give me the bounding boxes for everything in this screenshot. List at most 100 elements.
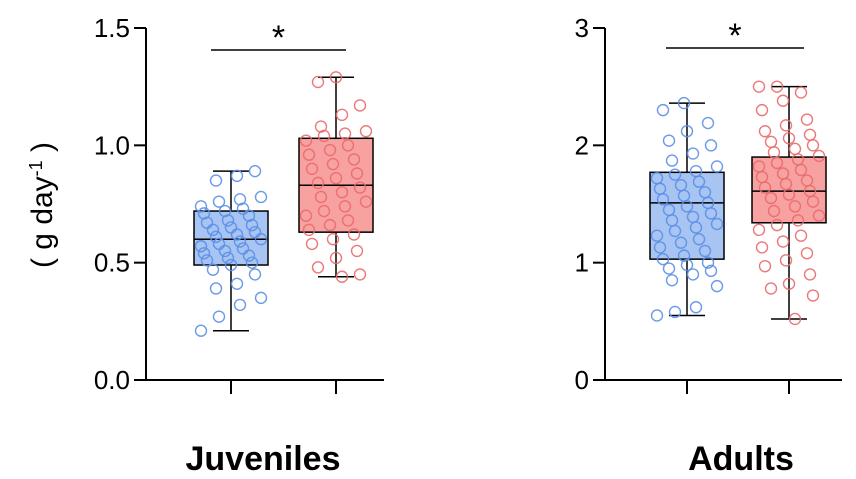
data-point (230, 277, 244, 290)
data-point (701, 116, 715, 130)
data-point (794, 229, 808, 242)
data-point (710, 217, 724, 231)
data-point (803, 268, 817, 281)
significance-star: * (272, 19, 285, 57)
significance-star: * (728, 17, 741, 55)
data-point (668, 168, 682, 181)
data-point (233, 193, 247, 206)
y-axis-title-prefix: ( g day (26, 176, 59, 268)
data-point (800, 174, 814, 187)
data-point (689, 301, 703, 314)
data-point (194, 324, 208, 337)
data-point (662, 203, 676, 217)
data-point (197, 247, 211, 260)
data-point (212, 310, 226, 323)
data-point (788, 200, 802, 213)
data-point (767, 204, 781, 218)
data-point (194, 240, 208, 253)
data-point (206, 263, 220, 276)
data-point (218, 204, 232, 218)
data-point (212, 195, 226, 208)
data-point (254, 291, 268, 305)
data-point (758, 125, 772, 138)
data-point (701, 256, 715, 269)
data-point (653, 241, 667, 254)
data-point (650, 309, 664, 322)
y-tick-label: 0.0 (94, 365, 130, 395)
data-point (329, 171, 343, 185)
data-point (776, 167, 790, 180)
data-point (764, 282, 778, 295)
data-point (347, 153, 361, 166)
data-point (359, 195, 373, 208)
data-point (782, 132, 796, 145)
data-point (353, 181, 367, 194)
data-point (812, 209, 826, 222)
data-point (305, 162, 319, 176)
data-point (326, 232, 340, 246)
adults-panel: 0 1 2 3 * Adults (575, 13, 842, 478)
data-point (224, 258, 238, 272)
data-point (221, 251, 235, 265)
data-point (677, 96, 691, 110)
data-point (254, 190, 268, 204)
data-point (329, 71, 343, 84)
data-point (758, 259, 772, 273)
data-point (674, 179, 688, 192)
data-point (311, 176, 325, 190)
y-axis-title-suffix: ) (26, 142, 59, 160)
data-point (752, 223, 766, 237)
y-axis-title-superscript: -1 (26, 160, 46, 176)
data-point (338, 200, 352, 213)
data-point (209, 230, 223, 244)
data-point (305, 237, 319, 251)
data-point (317, 204, 331, 218)
data-point (311, 261, 325, 274)
data-point (791, 214, 805, 227)
data-point (698, 186, 712, 199)
data-point (302, 223, 316, 237)
data-point (710, 160, 724, 173)
y-tick-label: 0.5 (94, 248, 130, 278)
data-point (770, 218, 784, 232)
data-point (764, 191, 778, 205)
data-point (812, 149, 826, 163)
data-point (755, 103, 769, 117)
data-point (665, 154, 679, 167)
data-point (353, 268, 367, 281)
data-point (677, 249, 691, 262)
data-point (656, 252, 670, 266)
data-point (782, 277, 796, 290)
data-point (194, 200, 208, 213)
data-point (236, 242, 250, 255)
data-point (650, 171, 664, 185)
data-point (692, 232, 706, 246)
data-point (779, 119, 793, 132)
data-point (752, 80, 766, 93)
y-tick-label: 3 (575, 13, 589, 43)
data-point (233, 235, 247, 248)
data-point (197, 207, 211, 220)
y-tick-label: 1 (575, 248, 589, 278)
data-point (776, 235, 790, 248)
y-tick-label: 1.0 (94, 130, 130, 160)
data-point (200, 254, 214, 267)
data-point (323, 143, 337, 157)
data-point (803, 128, 817, 141)
data-point (686, 147, 700, 160)
data-point (794, 86, 808, 99)
data-point (359, 125, 373, 138)
data-point (788, 312, 802, 326)
data-point (668, 305, 682, 319)
juveniles-panel: 0.0 0.5 1.0 1.5 * Juveniles (94, 13, 384, 478)
data-point (329, 251, 343, 265)
data-point (776, 94, 790, 107)
data-point (755, 241, 769, 254)
data-point (656, 103, 670, 117)
data-point (323, 218, 337, 232)
data-point (350, 244, 364, 258)
data-point (302, 148, 316, 161)
data-point (710, 279, 724, 293)
data-point (326, 157, 340, 171)
data-point (704, 139, 718, 152)
